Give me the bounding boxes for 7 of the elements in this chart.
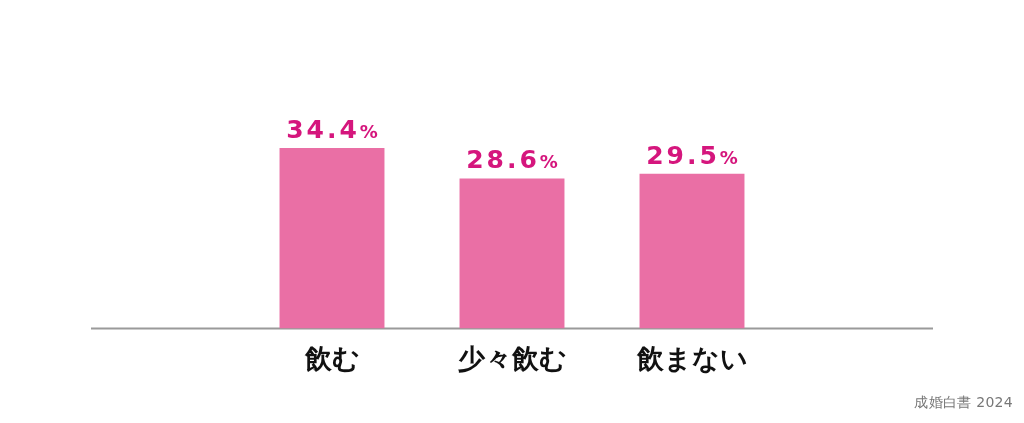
data-label: 29.5% bbox=[646, 140, 738, 170]
data-label: 28.6% bbox=[466, 145, 558, 175]
data-label: 34.4% bbox=[286, 115, 378, 144]
x-tick-label: 飲まない bbox=[635, 342, 748, 374]
x-tick-label: 飲む bbox=[303, 342, 360, 374]
x-tick-label: 少々飲む bbox=[457, 342, 567, 374]
text: 成婚白書 2024 bbox=[914, 394, 1013, 412]
